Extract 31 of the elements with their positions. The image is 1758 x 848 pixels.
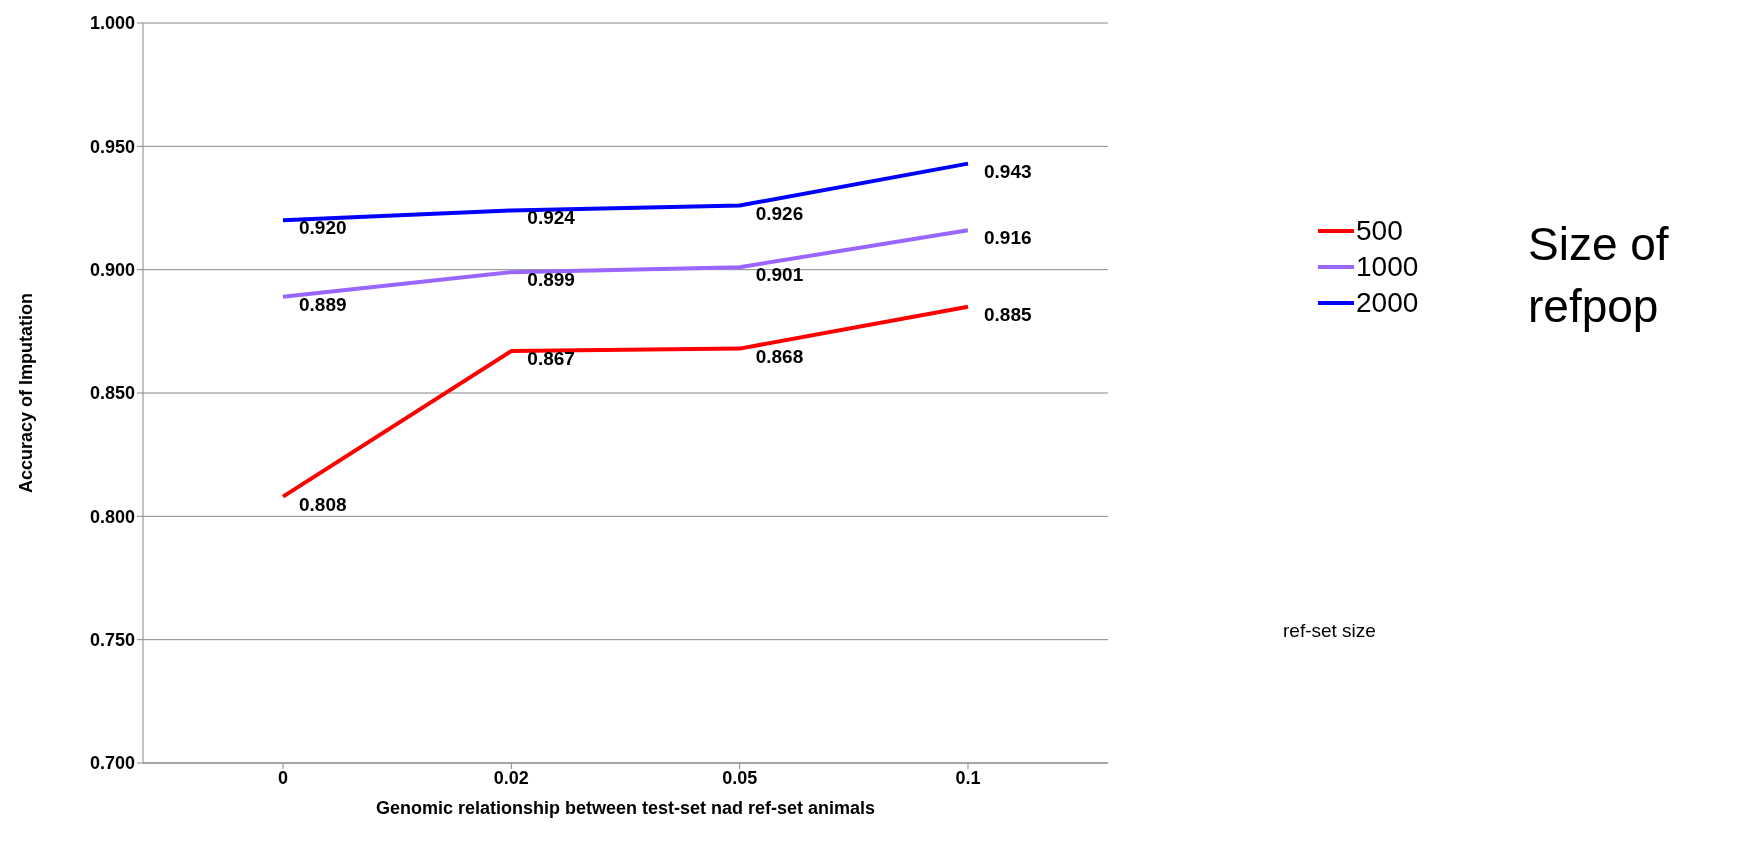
data-label: 0.920 xyxy=(299,217,347,239)
data-label: 0.808 xyxy=(299,493,347,515)
x-tick-label: 0 xyxy=(277,767,289,788)
data-label: 0.924 xyxy=(527,207,576,229)
y-axis-title: Accuracy of Imputation xyxy=(16,292,37,494)
data-label: 0.943 xyxy=(984,160,1032,182)
y-tick-label: 0.950 xyxy=(89,136,135,157)
data-label: 0.899 xyxy=(527,269,575,291)
text: ref-set size xyxy=(1283,620,1376,642)
x-tick-label: 0.05 xyxy=(722,767,758,788)
y-tick-label: 0.900 xyxy=(89,260,135,281)
y-tick-label: 1.000 xyxy=(89,13,135,34)
x-tick-label: 0.1 xyxy=(955,767,981,788)
data-label: 0.916 xyxy=(984,227,1032,249)
data-label: 0.885 xyxy=(984,303,1032,325)
line-series xyxy=(281,161,970,223)
x-tick-label: 0.02 xyxy=(493,767,529,788)
y-tick-label: 0.750 xyxy=(89,630,135,651)
text: Size of refpop xyxy=(1528,217,1670,334)
data-label: 0.867 xyxy=(527,348,575,370)
y-tick-label: 0.700 xyxy=(89,753,135,774)
y-tick-label: 0.850 xyxy=(89,383,135,404)
data-label: 0.868 xyxy=(755,345,804,367)
data-label: 0.889 xyxy=(299,293,347,315)
y-tick-label: 0.800 xyxy=(89,506,135,527)
x-axis-title: Genomic relationship between test-set nad ref-set animals xyxy=(375,798,876,818)
legend-label: 500 xyxy=(1356,215,1403,247)
legend-label: 2000 xyxy=(1356,287,1419,319)
legend-label: 1000 xyxy=(1356,251,1419,283)
data-label: 0.926 xyxy=(755,202,804,224)
data-label: 0.901 xyxy=(755,264,804,286)
